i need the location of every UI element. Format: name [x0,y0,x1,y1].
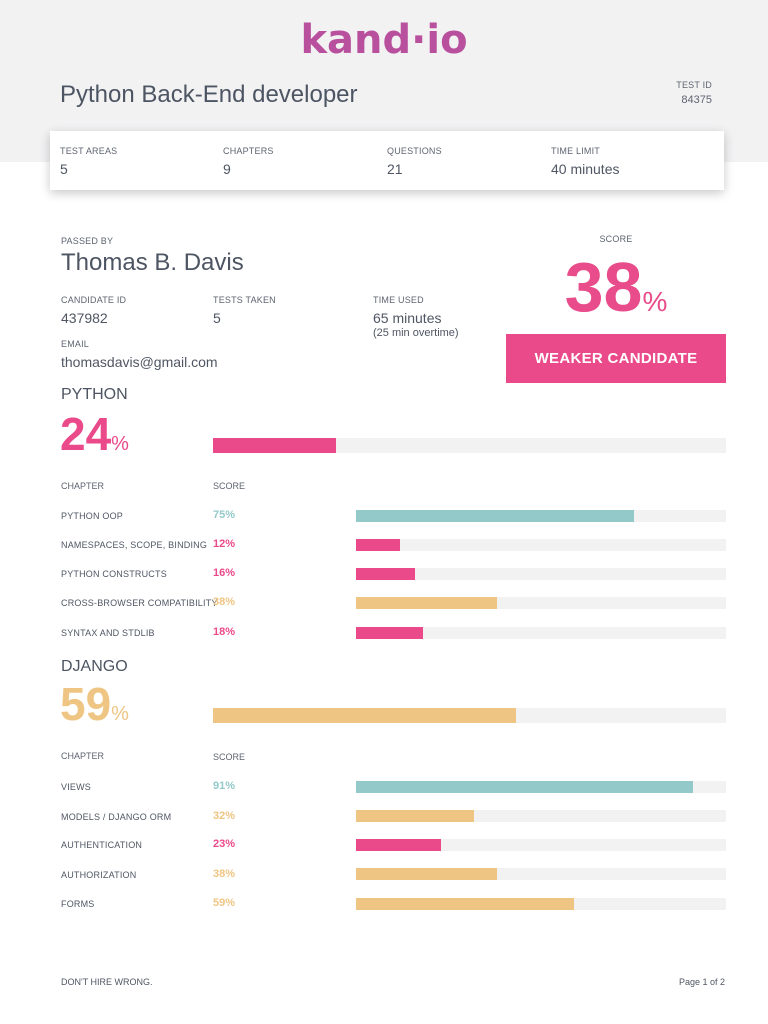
summary-value: 9 [223,161,231,177]
summary-value: 21 [387,161,403,177]
candidate-email: EMAIL thomasdavis@gmail.com [61,339,218,370]
chapter-name: MODELS / DJANGO ORM [61,812,172,822]
overall-score: 38% [506,248,726,326]
chapter-score: 23% [213,838,236,850]
chapter-bar-fill [356,781,693,793]
chapter-bar-fill [356,868,497,880]
overall-score-number: 38 [564,248,643,326]
chapter-score: 75% [213,509,236,521]
tests-taken-value: 5 [213,310,221,326]
test-title: Python Back-End developer [60,81,358,108]
tests-taken-label: TESTS TAKEN [213,295,276,305]
overall-score-percent: % [642,286,668,317]
chapter-name: NAMESPACES, SCOPE, BINDING [61,540,208,550]
summary-chapters: CHAPTERS 9 [223,146,274,177]
chapter-column-header: CHAPTER [61,751,105,761]
chapter-bar-track [356,627,726,639]
candidate-name: Thomas B. Davis [61,249,244,276]
summary-value: 40 minutes [551,161,620,177]
candidate-id-value: 437982 [61,310,108,326]
chapter-bar-track [356,898,726,910]
section-score-percent: % [111,703,129,725]
candidate-id: CANDIDATE ID 437982 [61,295,126,326]
chapter-name: AUTHENTICATION [61,840,143,850]
email-label: EMAIL [61,339,90,349]
section-bar-track [213,438,726,453]
chapter-score: 18% [213,626,236,638]
section-bar-fill [213,708,516,723]
verdict-badge: WEAKER CANDIDATE [506,334,726,383]
chapter-column-header: CHAPTER [61,481,105,491]
chapter-bar-track [356,568,726,580]
section-score-percent: % [111,433,129,455]
chapter-bar-track [356,868,726,880]
section-title-django: DJANGO [61,658,128,675]
section-bar-fill [213,438,337,453]
chapter-bar-track [356,510,726,522]
chapter-name: PYTHON CONSTRUCTS [61,569,167,579]
tests-taken: TESTS TAKEN 5 [213,295,276,326]
footer-page-number: Page 1 of 2 [678,977,725,987]
test-summary-card: TEST AREAS 5 CHAPTERS 9 QUESTIONS 21 TIM… [50,131,724,190]
summary-label: TEST AREAS [60,146,118,156]
section-score-python: 24% [60,408,129,472]
chapter-score: 91% [213,780,236,792]
chapter-name: SYNTAX AND STDLIB [61,628,155,638]
time-used: TIME USED 65 minutes (25 min overtime) [373,295,459,340]
chapter-score: 16% [213,567,236,579]
kandio-logo: kand·io [0,14,768,66]
logo-text: kand·io [300,17,468,63]
section-score-number: 59 [60,678,112,730]
chapter-name: VIEWS [61,782,92,792]
summary-label: QUESTIONS [387,146,442,156]
chapter-bar-fill [356,597,497,609]
chapter-bar-fill [356,568,416,580]
chapter-bar-fill [356,539,401,551]
summary-test-areas: TEST AREAS 5 [60,146,117,177]
footer-tagline: DON'T HIRE WRONG. [61,977,153,987]
summary-time-limit: TIME LIMIT 40 minutes [551,146,619,177]
chapter-bar-fill [356,810,475,822]
chapter-name: CROSS-BROWSER COMPATIBILITY [61,598,218,608]
chapter-bar-track [356,781,726,793]
chapter-bar-track [356,839,726,851]
chapter-bar-fill [356,898,575,910]
time-used-label: TIME USED [373,295,424,305]
summary-label: TIME LIMIT [551,146,600,156]
time-used-value: 65 minutes [373,310,442,326]
chapter-bar-track [356,539,726,551]
summary-value: 5 [60,161,68,177]
chapter-score: 38% [213,596,236,608]
score-column-header: SCORE [213,752,246,762]
test-id-value: 84375 [681,94,712,106]
overall-score-label-wrap: SCORE [506,234,726,245]
candidate-id-label: CANDIDATE ID [61,295,127,305]
chapter-name: PYTHON OOP [61,511,124,521]
chapter-score: 32% [213,810,236,822]
section-bar-track [213,708,726,723]
chapter-bar-track [356,597,726,609]
chapter-bar-fill [356,627,423,639]
email-value: thomasdavis@gmail.com [61,354,218,370]
chapter-score: 38% [213,868,236,880]
chapter-score: 12% [213,538,236,550]
chapter-score: 59% [213,897,236,909]
test-id: TEST ID 84375 [676,80,712,106]
overall-score-label: SCORE [599,234,633,244]
overtime-note: (25 min overtime) [373,327,459,339]
passed-by-label: PASSED BY [61,236,114,246]
summary-questions: QUESTIONS 21 [387,146,442,177]
chapter-bar-track [356,810,726,822]
score-column-header: SCORE [213,481,246,491]
section-title-python: PYTHON [61,386,128,403]
chapter-bar-fill [356,839,442,851]
summary-label: CHAPTERS [223,146,274,156]
chapter-name: FORMS [61,899,95,909]
chapter-bar-fill [356,510,634,522]
chapter-name: AUTHORIZATION [61,870,137,880]
test-id-label: TEST ID [676,80,712,90]
section-score-django: 59% [60,678,129,742]
section-score-number: 24 [60,408,112,460]
